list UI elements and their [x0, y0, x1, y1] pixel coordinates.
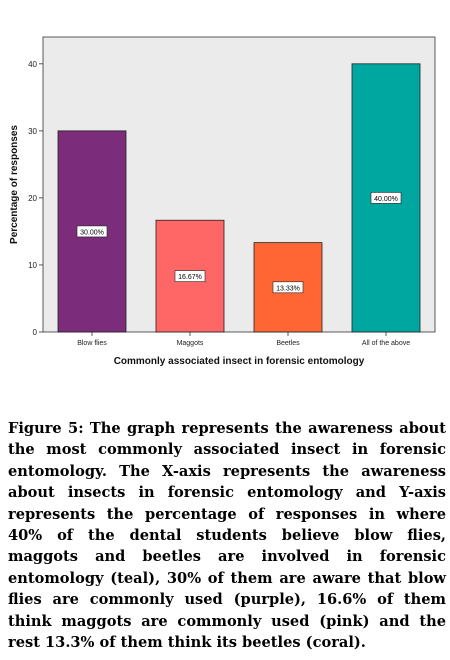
data-label-box	[76, 225, 108, 238]
data-label-box	[272, 281, 304, 294]
data-label: 30.00%	[80, 229, 104, 236]
bar-chart: 0 10 20 30 40 30.00% Blow flies 16.67% Maggots 13…	[9, 36, 436, 367]
data-label-box	[370, 192, 402, 204]
y-tick-label: 20	[28, 194, 37, 203]
y-tick-label: 30	[28, 127, 37, 136]
x-tick-label: Beetles	[276, 340, 300, 347]
figure-caption: Figure 5: The graph represents the aware…	[8, 420, 446, 652]
y-axis-title: Percentage of responses	[9, 125, 20, 244]
x-axis-title: Commonly associated insect in forensic e…	[114, 356, 365, 367]
y-tick-label: 0	[33, 328, 38, 337]
data-label: 40.00%	[374, 196, 398, 203]
data-label: 16.67%	[178, 274, 202, 281]
x-tick-label: Blow flies	[77, 340, 107, 347]
x-tick-label: All of the above	[362, 340, 410, 347]
y-tick-label: 40	[28, 60, 37, 69]
chart-svg: 0 10 20 30 40 30.00% Blow flies 16.67% Maggots 13…	[9, 36, 436, 367]
x-tick-label: Maggots	[177, 340, 204, 347]
y-tick-label: 10	[28, 261, 37, 270]
data-label-box	[174, 270, 206, 282]
data-label: 13.33%	[276, 285, 300, 292]
